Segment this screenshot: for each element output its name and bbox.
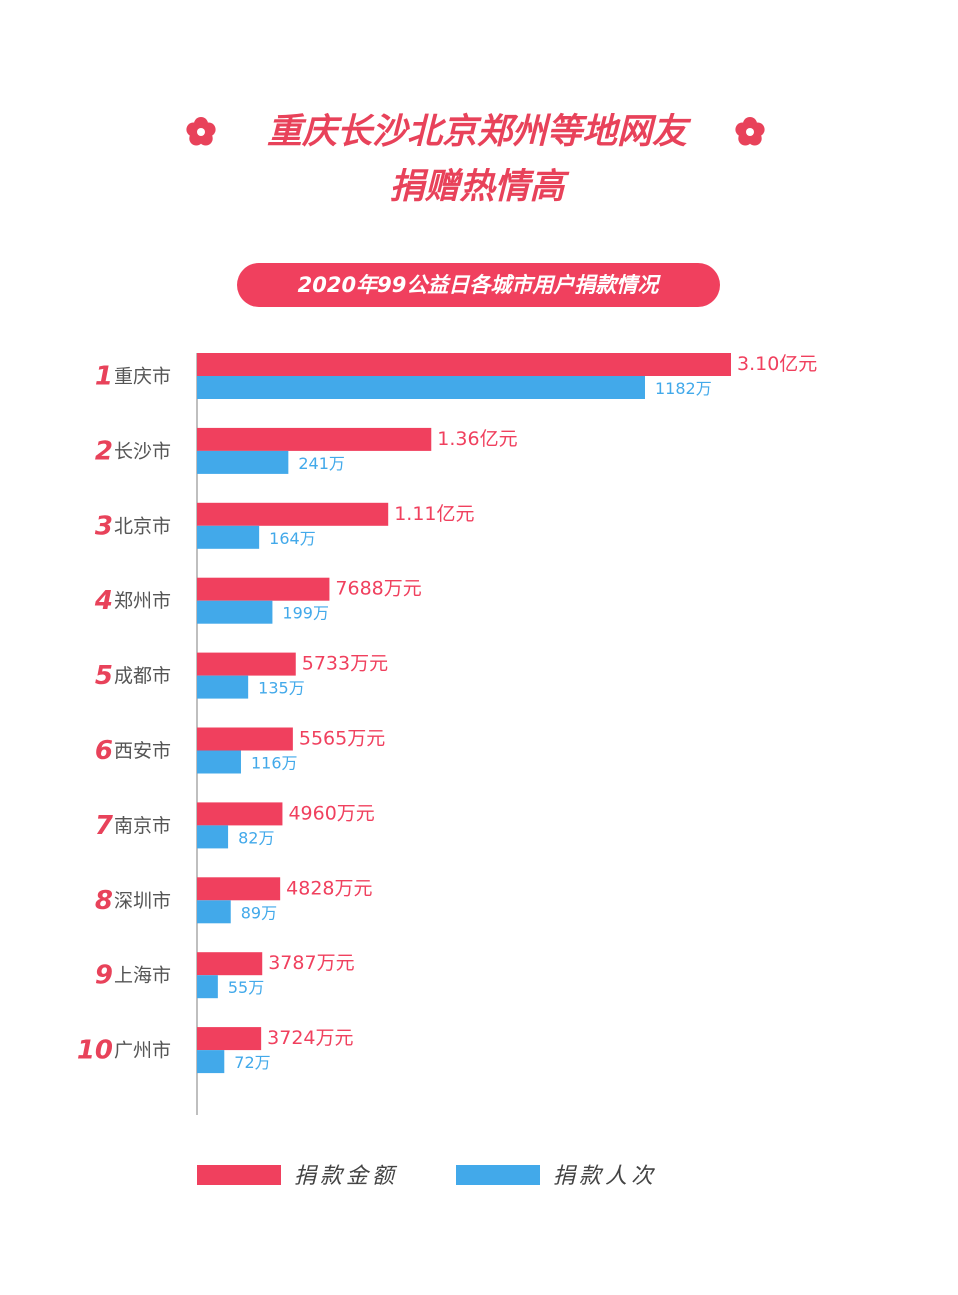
rank-label: 9 [95,961,113,991]
rank-label: 1 [95,362,113,392]
legend-swatch [197,1165,281,1185]
value-label: 1.36亿元 [437,428,517,450]
bar [197,750,241,774]
bar [197,502,389,526]
legend-label: 捐款金额 [294,1164,398,1189]
bar [197,900,231,924]
rank-label: 2 [95,436,113,466]
bar [197,727,293,751]
bar [197,525,260,549]
bar [197,675,249,699]
value-label: 82万 [238,828,274,847]
category-label: 长沙市 [114,440,171,462]
bar [197,652,296,676]
value-label: 4828万元 [286,877,372,899]
bar [197,825,229,849]
bar [197,427,432,451]
rank-label: 6 [95,736,113,766]
rank-label: 4 [94,586,113,616]
value-label: 1.11亿元 [394,503,474,525]
bar [197,577,330,601]
rank-label: 3 [95,511,113,541]
value-label: 89万 [241,903,277,922]
value-label: 135万 [258,679,305,698]
bar [197,1050,225,1074]
legend-label: 捐款人次 [553,1164,657,1189]
value-label: 55万 [228,978,264,997]
rank-label: 7 [95,811,114,841]
legend-swatch [456,1165,540,1185]
category-label: 上海市 [114,965,171,987]
flower-left [186,117,216,146]
value-label: 3787万元 [268,952,354,974]
chart-subtitle: 2020年99公益日各城市用户捐款情况 [298,273,662,297]
rank-label: 10 [77,1036,113,1066]
flower-right [735,117,765,146]
chart-title: 捐赠热情高 [389,167,569,207]
value-label: 116万 [251,754,298,773]
category-label: 广州市 [114,1040,171,1062]
value-label: 3724万元 [267,1027,353,1049]
bar [197,1027,262,1051]
value-label: 241万 [298,454,345,473]
bar [197,877,281,901]
bar [197,353,731,376]
category-label: 重庆市 [114,366,171,388]
value-label: 199万 [282,604,329,623]
bar [197,376,645,399]
bar [197,952,263,976]
category-label: 北京市 [114,515,171,537]
subtitle-pill [237,263,720,307]
value-label: 4960万元 [288,802,374,824]
value-label: 72万 [234,1053,270,1072]
category-label: 成都市 [114,665,171,687]
rank-label: 8 [95,886,113,916]
value-label: 7688万元 [335,578,421,600]
bar [197,450,289,474]
bar [197,975,218,999]
bar [197,802,283,826]
value-label: 5565万元 [299,728,385,750]
bar [197,600,273,624]
value-label: 164万 [269,529,316,548]
category-label: 郑州市 [114,590,171,612]
category-label: 西安市 [114,740,171,762]
chart-title: 重庆长沙北京郑州等地网友 [267,112,692,152]
value-label: 1182万 [655,379,712,398]
rank-label: 5 [95,661,113,691]
value-label: 5733万元 [302,653,388,675]
value-label: 3.10亿元 [737,353,817,375]
category-label: 深圳市 [114,890,171,912]
category-label: 南京市 [114,815,171,837]
